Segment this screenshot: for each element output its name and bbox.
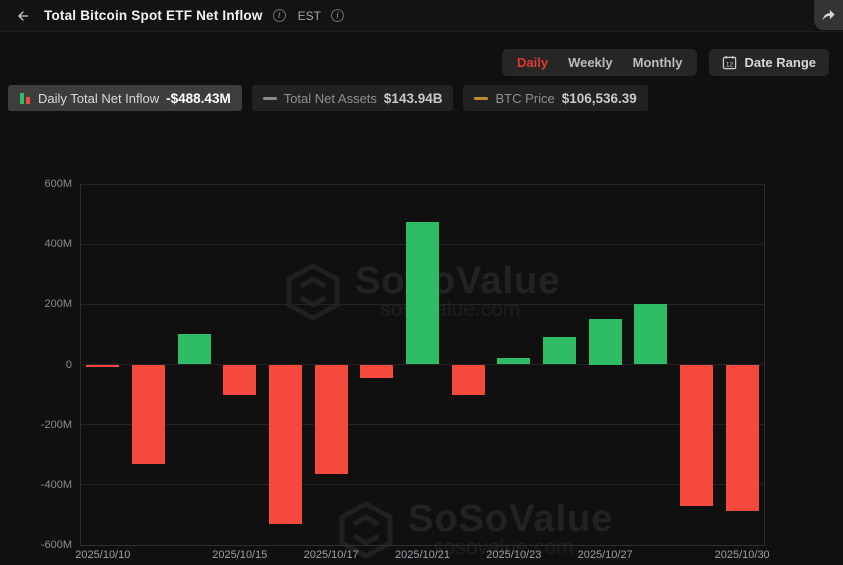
legend-value: $106,536.39: [561, 90, 637, 106]
y-tick-label: -600M: [40, 539, 72, 551]
x-axis: 2025/10/10 2025/10/15 2025/10/17 2025/10/21…: [75, 549, 769, 563]
bar-2025-10-15[interactable]: [223, 364, 257, 395]
period-tabs: Daily Weekly Monthly: [501, 48, 698, 76]
dash-gray-icon: [262, 96, 277, 100]
chart-controls: Daily Weekly Monthly 12 Date Range: [501, 47, 829, 77]
x-tick-label: 2025/10/27: [577, 549, 633, 561]
back-icon[interactable]: [12, 5, 34, 27]
legend-label: Total Net Assets: [283, 90, 377, 106]
timezone-label: EST: [297, 8, 321, 23]
page-title: Total Bitcoin Spot ETF Net Inflow: [44, 8, 263, 23]
bar-2025-10-29[interactable]: [680, 364, 713, 506]
legend-item-3[interactable]: BTC Price $106,536.39: [463, 85, 648, 111]
legend-label: Daily Total Net Inflow: [38, 90, 160, 106]
y-tick-label: 600M: [44, 178, 72, 190]
y-tick-label: -200M: [40, 418, 72, 431]
x-tick-label: 2025/10/21: [394, 549, 451, 561]
bar-2025-10-28[interactable]: [634, 304, 668, 365]
date-range-label: Date Range: [744, 54, 816, 70]
bar-2025-10-13[interactable]: [132, 364, 165, 464]
gridline: [80, 544, 765, 546]
y-tick-label: 400M: [44, 238, 72, 251]
gridline: [80, 364, 765, 365]
legend-item-2[interactable]: Total Net Assets $143.94B: [251, 85, 454, 111]
share-icon: [822, 9, 835, 20]
x-tick-label: 2025/10/23: [486, 549, 542, 561]
gridline: [80, 183, 765, 185]
legend-item-1[interactable]: Daily Total Net Inflow -$488.43M: [8, 85, 242, 111]
gridline: [80, 424, 765, 426]
share-button[interactable]: [814, 0, 843, 30]
bar-2025-10-27[interactable]: [588, 319, 622, 365]
tab-weekly[interactable]: Weekly: [568, 54, 613, 70]
gridline: [80, 484, 765, 486]
bar-2025-10-14[interactable]: [177, 334, 211, 365]
bar-2025-10-20[interactable]: [360, 364, 394, 379]
svg-text:12: 12: [726, 61, 734, 68]
y-tick-label: -400M: [40, 478, 72, 491]
bar-2025-10-24[interactable]: [543, 337, 576, 365]
legend-label: BTC Price: [495, 90, 555, 106]
bar-2025-10-16[interactable]: [269, 364, 302, 524]
tab-monthly[interactable]: Monthly: [632, 54, 683, 70]
plot-area: [80, 183, 765, 546]
bar-2025-10-10[interactable]: [86, 364, 120, 367]
bar-2025-10-22[interactable]: [451, 364, 485, 395]
bar-2025-10-30[interactable]: [725, 364, 759, 512]
calendar-icon: 12: [723, 55, 737, 69]
date-range-button[interactable]: 12 Date Range: [709, 48, 829, 76]
tab-daily[interactable]: Daily: [516, 54, 549, 70]
top-bar: Total Bitcoin Spot ETF Net Inflow i EST …: [0, 0, 843, 32]
bar-2025-10-23[interactable]: [497, 358, 531, 365]
timezone-info-icon[interactable]: i: [330, 9, 344, 22]
y-axis: 600M 400M 200M 0 -200M -400M -600M: [0, 178, 72, 551]
title-info-icon[interactable]: i: [272, 9, 286, 22]
x-tick-label: 2025/10/10: [75, 549, 131, 561]
bar-2025-10-17[interactable]: [314, 364, 348, 475]
x-tick-label: 2025/10/15: [212, 549, 268, 561]
bar-green-red-icon: [19, 92, 31, 105]
dash-orange-icon: [474, 96, 489, 100]
legend-value: $143.94B: [383, 90, 443, 106]
legend: Daily Total Net Inflow -$488.43M Total Net…: [8, 85, 648, 111]
y-tick-label: 200M: [44, 298, 72, 311]
bar-2025-10-21[interactable]: [406, 221, 439, 365]
x-tick-label: 2025/10/17: [303, 549, 359, 561]
legend-value: -$488.43M: [166, 90, 231, 106]
y-tick-label: 0: [65, 358, 72, 371]
x-tick-label: 2025/10/30: [714, 549, 770, 561]
